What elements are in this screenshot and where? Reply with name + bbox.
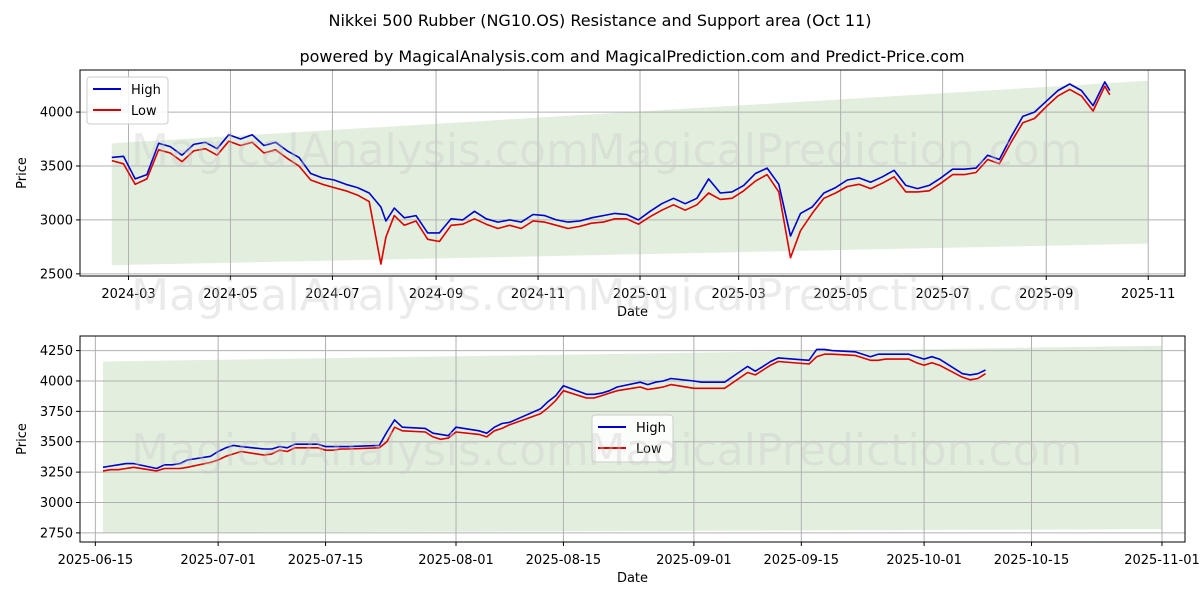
top-support-resistance-band bbox=[111, 80, 1149, 266]
bottom-panel: 2025-06-15 2025-07-01 2025-07-15 2025-08-01… bbox=[15, 335, 1200, 586]
chart-title: Nikkei 500 Rubber (NG10.OS) Resistance a… bbox=[328, 11, 871, 30]
top-axes-frame bbox=[79, 69, 1186, 277]
top-legend-label-low: Low bbox=[131, 104, 157, 119]
bottom-y-tick-label: 3500 bbox=[40, 435, 73, 450]
top-x-tick-label: 2025-01 bbox=[613, 287, 667, 302]
bottom-axes-frame bbox=[79, 335, 1186, 543]
bottom-y-tick-label: 2750 bbox=[40, 526, 73, 541]
top-x-tick-label: 2025-11 bbox=[1121, 287, 1175, 302]
top-x-tick-label: 2025-03 bbox=[711, 287, 765, 302]
bottom-x-tick-label: 2025-08-01 bbox=[418, 553, 494, 568]
bottom-series-low-line bbox=[102, 353, 986, 472]
watermark-prediction-mid: MagicalPrediction.com bbox=[588, 270, 1083, 321]
top-y-tick-label: 2500 bbox=[40, 267, 73, 282]
top-x-tick-label: 2024-05 bbox=[203, 287, 257, 302]
bottom-x-tick-label: 2025-07-01 bbox=[180, 553, 256, 568]
bottom-x-tick-label: 2025-10-01 bbox=[886, 553, 962, 568]
top-x-tick-label: 2025-09 bbox=[1019, 287, 1073, 302]
bottom-x-tick-label: 2025-09-15 bbox=[764, 553, 840, 568]
bottom-x-tick-label: 2025-06-15 bbox=[58, 553, 134, 568]
bottom-x-tick-label: 2025-08-15 bbox=[526, 553, 602, 568]
bottom-y-tick-label: 4000 bbox=[40, 374, 73, 389]
bottom-x-tick-label: 2025-09-01 bbox=[656, 553, 732, 568]
chart-subtitle: powered by MagicalAnalysis.com and Magic… bbox=[299, 47, 964, 66]
bottom-y-tick-label: 3250 bbox=[40, 466, 73, 481]
bottom-x-tick-label: 2025-07-15 bbox=[288, 553, 364, 568]
top-y-tick-label: 3500 bbox=[40, 159, 73, 174]
top-x-tick-label: 2024-09 bbox=[409, 287, 463, 302]
bottom-y-tick-label: 3000 bbox=[40, 496, 73, 511]
top-y-tick-label: 3000 bbox=[40, 213, 73, 228]
bottom-series-high-line bbox=[102, 348, 986, 470]
top-series-low-line bbox=[111, 85, 1111, 265]
bottom-legend-label-high: High bbox=[636, 421, 666, 436]
top-x-tick-label: 2025-05 bbox=[813, 287, 867, 302]
bottom-y-tick-label: 4250 bbox=[40, 344, 73, 359]
bottom-x-tick-label: 2025-11-01 bbox=[1124, 553, 1200, 568]
bottom-y-axis-label: Price bbox=[15, 423, 30, 455]
top-panel: 2024-03 2024-05 2024-07 2024-09 2024-11 2025-… bbox=[15, 69, 1186, 320]
top-y-axis-label: Price bbox=[15, 157, 30, 189]
top-x-tick-label: 2024-03 bbox=[101, 287, 155, 302]
top-y-tick-label: 4000 bbox=[40, 106, 73, 121]
bottom-x-axis-label: Date bbox=[617, 571, 648, 586]
bottom-y-tick-label: 3750 bbox=[40, 405, 73, 420]
top-series-high-line bbox=[111, 81, 1111, 237]
bottom-legend-label-low: Low bbox=[636, 442, 662, 457]
top-x-tick-label: 2024-07 bbox=[305, 287, 359, 302]
top-legend-label-high: High bbox=[131, 83, 161, 98]
watermark-prediction-bottom: MagicalPrediction.com bbox=[588, 425, 1083, 476]
top-x-tick-label: 2024-11 bbox=[511, 287, 565, 302]
watermark-prediction-top: MagicalPrediction.com bbox=[588, 125, 1083, 176]
watermark-analysis-bottom: MagicalAnalysis.com bbox=[131, 425, 589, 476]
top-x-tick-label: 2025-07 bbox=[915, 287, 969, 302]
top-x-axis-label: Date bbox=[617, 305, 648, 320]
watermark-analysis-mid: MagicalAnalysis.com bbox=[131, 270, 589, 321]
bottom-x-tick-label: 2025-10-15 bbox=[994, 553, 1070, 568]
watermark-analysis-top: MagicalAnalysis.com bbox=[131, 125, 589, 176]
